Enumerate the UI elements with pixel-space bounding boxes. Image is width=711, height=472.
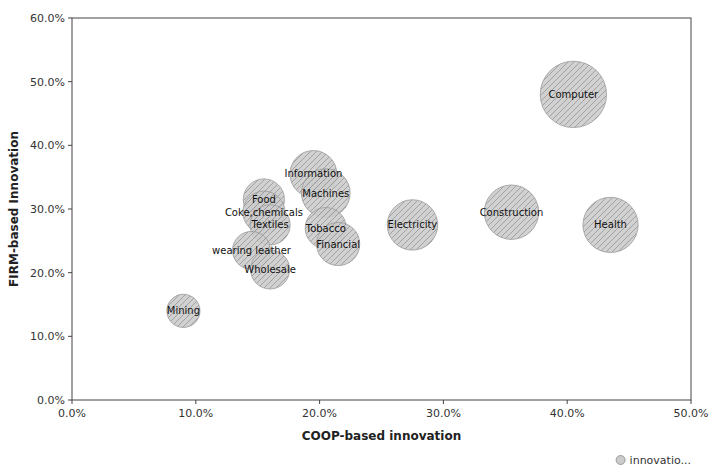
plot-frame [72,18,691,400]
x-tick [443,400,444,404]
x-tick [567,400,568,404]
x-tick [691,400,692,404]
bubble-label: wearing leather [212,245,292,256]
bubble-label: Coke,chemicals [225,207,303,218]
x-tick-label: 20.0% [302,407,337,420]
legend-label: innovatio... [630,454,691,467]
bubble-label: Financial [316,239,360,250]
x-tick-label: 30.0% [426,407,461,420]
bubble-label: Textiles [251,219,289,230]
y-tick-label: 10.0% [30,330,65,343]
bubble-label: Food [252,194,276,205]
bubble-label: Electricity [388,219,438,230]
x-tick [195,400,196,404]
bubbles [167,61,638,327]
y-tick-label: 50.0% [30,76,65,89]
bubble-label: Construction [480,207,544,218]
legend: innovatio... [616,454,691,467]
bubble-label: Tobacco [305,223,346,234]
bubble-label: Mining [167,305,200,316]
bubble-label: Information [284,168,342,179]
x-tick-label: 10.0% [178,407,213,420]
bubble-label: Computer [549,89,600,100]
x-tick-label: 40.0% [550,407,585,420]
y-tick [68,145,72,146]
bubble-label: Machines [302,188,349,199]
x-tick-label: 50.0% [674,407,709,420]
chart: 0.0% 10.0% 20.0% 30.0% 40.0% 50.0% 0.0% 10.0% 20… [0,0,711,472]
y-tick [68,272,72,273]
y-tick-label: 0.0% [37,394,65,407]
y-tick [68,209,72,210]
y-tick-label: 20.0% [30,267,65,280]
x-axis-label: COOP-based innovation [302,429,462,443]
y-tick-label: 60.0% [30,12,65,25]
bubble-label: Wholesale [244,264,296,275]
y-tick-label: 30.0% [30,203,65,216]
bubble [540,61,606,127]
y-tick [68,18,72,19]
y-tick-label: 40.0% [30,139,65,152]
bubble-label: Health [594,219,627,230]
legend-marker [616,456,625,465]
y-axis-label: FIRM-based Innovation [7,131,21,287]
x-tick [319,400,320,404]
y-tick [68,400,72,401]
bubble [387,200,437,250]
y-tick [68,336,72,337]
bubble [167,294,200,327]
x-tick-label: 0.0% [58,407,86,420]
x-tick [72,400,73,404]
y-tick [68,81,72,82]
bubble [583,197,638,252]
